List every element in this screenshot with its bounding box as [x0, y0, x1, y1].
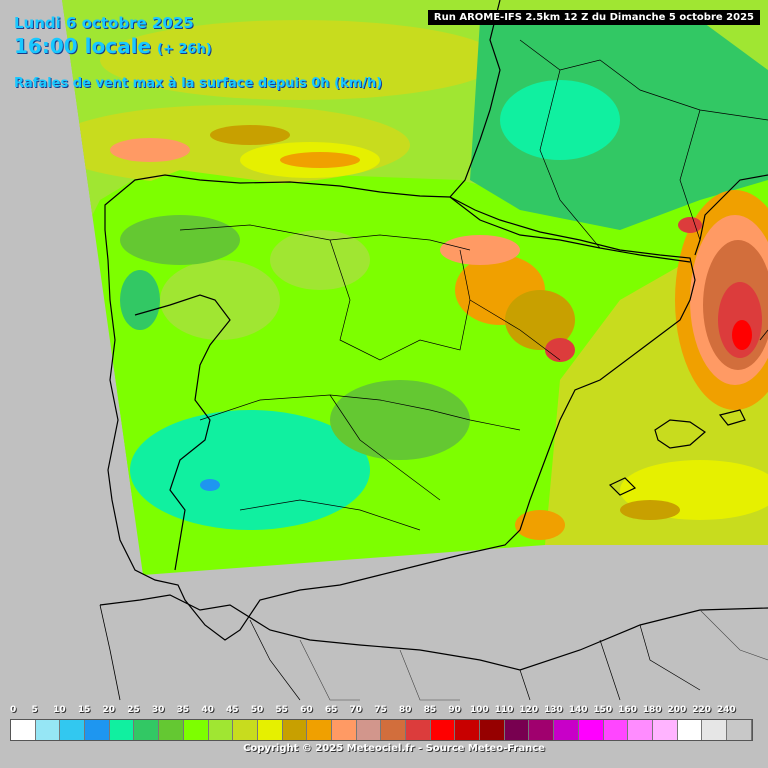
forecast-date: Lundi 6 octobre 2025: [14, 14, 194, 32]
legend-label: 45: [226, 705, 239, 715]
legend-label: 40: [201, 705, 214, 715]
legend-label: 80: [398, 705, 412, 715]
legend-bar: [10, 719, 753, 741]
legend-label: 85: [423, 705, 437, 715]
legend-swatch: [183, 720, 209, 740]
legend-label: 35: [176, 705, 190, 715]
legend-swatch: [480, 720, 505, 740]
legend-label: 70: [349, 705, 363, 715]
legend-swatch: [85, 720, 110, 740]
legend-swatch: [603, 720, 629, 740]
run-info-label: Run AROME-IFS 2.5km 12 Z du Dimanche 5 o…: [427, 10, 760, 25]
legend-label: 100: [469, 705, 489, 715]
north-africa-borders: [299, 609, 768, 701]
legend-label: 180: [642, 705, 662, 715]
legend-label: 65: [324, 705, 338, 715]
legend-label: 0: [10, 705, 17, 715]
legend-swatch: [529, 720, 555, 740]
legend-label: 130: [543, 705, 563, 715]
coastlines-borders: [99, 0, 768, 701]
legend-swatch: [356, 720, 382, 740]
legend-label: 60: [300, 705, 313, 715]
legend-label: 120: [519, 705, 539, 715]
legend-label: 140: [568, 705, 588, 715]
legend-swatch: [307, 720, 332, 740]
legend-swatch: [504, 720, 530, 740]
legend-label: 25: [127, 705, 140, 715]
legend-swatch: [35, 720, 61, 740]
legend-label: 15: [77, 705, 91, 715]
legend-label: 50: [250, 705, 264, 715]
legend-label: 90: [448, 705, 461, 715]
legend-swatch: [233, 720, 258, 740]
legend-swatch: [109, 720, 135, 740]
legend-swatch: [628, 720, 653, 740]
legend-swatch: [430, 720, 456, 740]
legend-label: 5: [31, 705, 38, 715]
forecast-time-value: 16:00 locale: [14, 34, 151, 58]
legend-labels: 0 5 10 15 20 25 30 35 40 45 50 55 60 65 70 75 80 85 90 100 1…: [10, 705, 762, 717]
legend-swatch: [677, 720, 703, 740]
legend-label: 10: [53, 705, 66, 715]
legend-label: 55: [275, 705, 288, 715]
legend-swatch: [381, 720, 406, 740]
legend-swatch: [282, 720, 308, 740]
legend-swatch: [455, 720, 481, 740]
legend-label: 150: [593, 705, 613, 715]
legend-swatch: [331, 720, 357, 740]
legend-swatch: [652, 720, 678, 740]
legend-swatch: [159, 720, 184, 740]
copyright-notice: Copyright © 2025 Meteociel.fr - Source M…: [243, 743, 545, 754]
legend-swatch: [208, 720, 234, 740]
forecast-time: 16:00 locale (+ 26h): [14, 34, 212, 58]
legend-swatch: [134, 720, 160, 740]
legend-swatch: [578, 720, 604, 740]
legend-label: 110: [494, 705, 514, 715]
legend-swatch: [726, 720, 752, 740]
color-scale-legend: 0 5 10 15 20 25 30 35 40 45 50 55 60 65 70 75 80 85 90 100 1…: [10, 705, 762, 741]
legend-swatch: [702, 720, 727, 740]
legend-swatch: [406, 720, 431, 740]
legend-label: 75: [374, 705, 387, 715]
legend-swatch: [60, 720, 86, 740]
legend-label: 160: [618, 705, 637, 715]
forecast-lead-time: (+ 26h): [157, 42, 212, 57]
legend-label: 200: [667, 705, 687, 715]
legend-swatch: [554, 720, 579, 740]
legend-label: 20: [102, 705, 116, 715]
legend-swatch: [257, 720, 283, 740]
legend-label: 240: [716, 705, 736, 715]
legend-swatch: [11, 720, 36, 740]
legend-label: 220: [692, 705, 711, 715]
legend-label: 30: [151, 705, 165, 715]
parameter-title: Rafales de vent max à la surface depuis …: [14, 76, 383, 91]
